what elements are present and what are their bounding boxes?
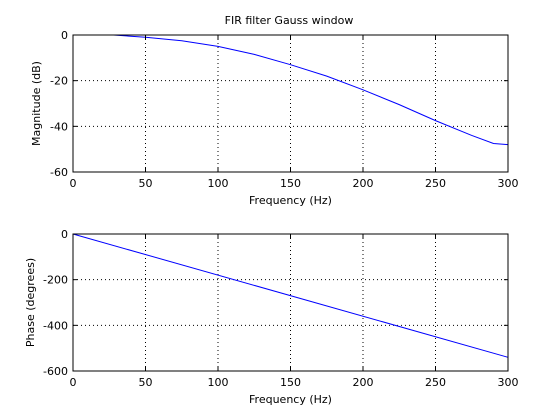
magnitude-xtick-label: 200 <box>353 177 374 190</box>
magnitude-ylabel: Magnitude (dB) <box>30 61 43 146</box>
magnitude-xtick-label: 50 <box>139 177 153 190</box>
magnitude-xtick-label: 100 <box>208 177 229 190</box>
phase-xtick-label: 150 <box>280 376 301 389</box>
phase-xtick-label: 50 <box>139 376 153 389</box>
chart-title: FIR filter Gauss window <box>225 14 354 27</box>
magnitude-xtick-label: 150 <box>280 177 301 190</box>
magnitude-xlabel: Frequency (Hz) <box>249 194 332 207</box>
phase-plot: 0 50 100 150 200 250 300 -600 -400 -200 0 Frequency… <box>24 228 519 406</box>
magnitude-ytick-label: -20 <box>50 75 68 88</box>
magnitude-plot: 0 50 100 150 200 250 300 -60 -40 -20 0 Frequency (H… <box>30 29 519 207</box>
phase-xtick-label: 100 <box>208 376 229 389</box>
magnitude-ytick-label: -60 <box>50 166 68 179</box>
phase-ytick-label: -200 <box>43 274 68 287</box>
phase-ytick-label: 0 <box>61 228 68 241</box>
phase-ylabel: Phase (degrees) <box>24 258 37 347</box>
magnitude-xtick-label: 300 <box>498 177 519 190</box>
phase-xtick-label: 250 <box>425 376 446 389</box>
magnitude-ytick-label: -40 <box>50 120 68 133</box>
magnitude-series-line <box>113 34 509 146</box>
magnitude-xtick-label: 250 <box>425 177 446 190</box>
phase-xtick-label: 200 <box>353 376 374 389</box>
phase-xtick-label: 300 <box>498 376 519 389</box>
magnitude-xtick-label: 0 <box>70 177 77 190</box>
phase-ytick-label: -600 <box>43 365 68 378</box>
phase-series-line <box>72 233 509 358</box>
magnitude-ytick-label: 0 <box>61 29 68 42</box>
phase-ytick-label: -400 <box>43 319 68 332</box>
phase-xtick-label: 0 <box>70 376 77 389</box>
phase-xlabel: Frequency (Hz) <box>249 393 332 406</box>
